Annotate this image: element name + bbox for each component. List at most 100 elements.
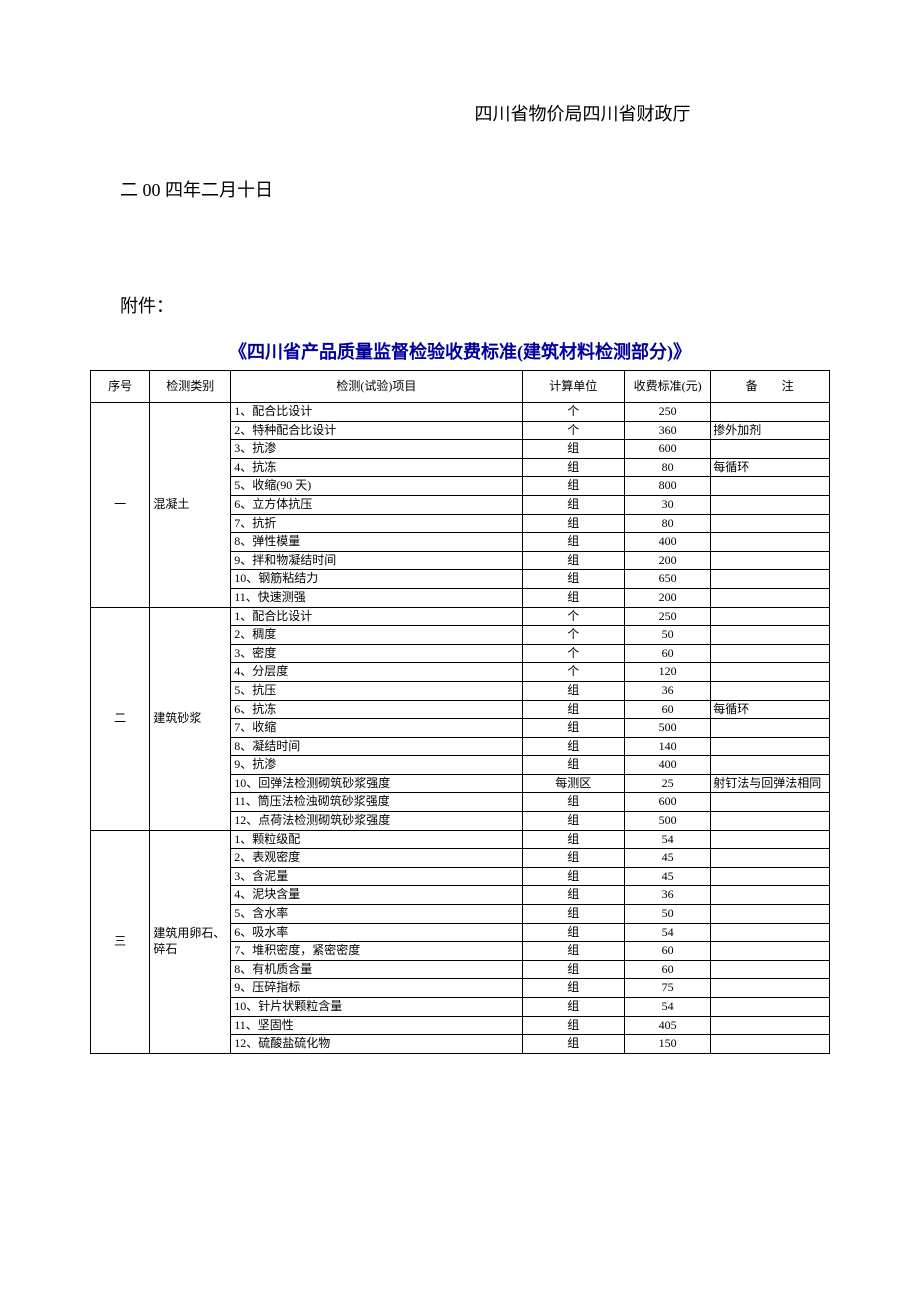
col-header-seq: 序号	[91, 371, 150, 403]
fee-cell: 75	[625, 979, 711, 998]
note-cell	[711, 681, 830, 700]
item-cell: 8、有机质含量	[231, 960, 522, 979]
fee-cell: 50	[625, 626, 711, 645]
note-cell	[711, 737, 830, 756]
fee-cell: 200	[625, 551, 711, 570]
item-cell: 9、抗渗	[231, 756, 522, 775]
fee-cell: 150	[625, 1035, 711, 1054]
note-cell	[711, 607, 830, 626]
note-cell: 射钉法与回弹法相同	[711, 774, 830, 793]
unit-cell: 组	[522, 812, 624, 831]
fee-cell: 30	[625, 495, 711, 514]
note-cell	[711, 626, 830, 645]
col-header-fee: 收费标准(元)	[625, 371, 711, 403]
item-cell: 5、抗压	[231, 681, 522, 700]
unit-cell: 组	[522, 905, 624, 924]
col-header-note: 备 注	[711, 371, 830, 403]
table-title: 《四川省产品质量监督检验收费标准(建筑材料检测部分)》	[90, 338, 830, 364]
fee-cell: 600	[625, 793, 711, 812]
note-cell	[711, 533, 830, 552]
seq-cell: 二	[91, 607, 150, 830]
table-row: 二建筑砂浆1、配合比设计个250	[91, 607, 830, 626]
item-cell: 6、抗冻	[231, 700, 522, 719]
note-cell	[711, 905, 830, 924]
fee-cell: 54	[625, 830, 711, 849]
item-cell: 8、弹性模量	[231, 533, 522, 552]
unit-cell: 组	[522, 681, 624, 700]
unit-cell: 个	[522, 644, 624, 663]
item-cell: 4、分层度	[231, 663, 522, 682]
unit-cell: 组	[522, 533, 624, 552]
fee-cell: 60	[625, 644, 711, 663]
unit-cell: 个	[522, 403, 624, 422]
col-header-item: 检测(试验)项目	[231, 371, 522, 403]
fee-cell: 405	[625, 1016, 711, 1035]
item-cell: 7、收缩	[231, 719, 522, 738]
note-cell	[711, 867, 830, 886]
note-cell: 每循环	[711, 458, 830, 477]
note-cell	[711, 477, 830, 496]
note-cell	[711, 1016, 830, 1035]
note-cell	[711, 849, 830, 868]
note-cell	[711, 830, 830, 849]
fee-cell: 54	[625, 998, 711, 1017]
category-cell: 建筑砂浆	[150, 607, 231, 830]
item-cell: 7、抗折	[231, 514, 522, 533]
note-cell	[711, 495, 830, 514]
unit-cell: 组	[522, 1035, 624, 1054]
fee-cell: 80	[625, 458, 711, 477]
item-cell: 8、凝结时间	[231, 737, 522, 756]
item-cell: 11、筒压法检浊砌筑砂浆强度	[231, 793, 522, 812]
note-cell	[711, 793, 830, 812]
item-cell: 11、快速测强	[231, 588, 522, 607]
unit-cell: 组	[522, 960, 624, 979]
unit-cell: 组	[522, 719, 624, 738]
attachment-label: 附件：	[120, 292, 830, 318]
unit-cell: 组	[522, 570, 624, 589]
unit-cell: 组	[522, 440, 624, 459]
note-cell	[711, 644, 830, 663]
unit-cell: 组	[522, 942, 624, 961]
unit-cell: 个	[522, 607, 624, 626]
fee-cell: 500	[625, 812, 711, 831]
fee-cell: 600	[625, 440, 711, 459]
table-body: 一混凝土1、配合比设计个2502、特种配合比设计个360掺外加剂3、抗渗组600…	[91, 403, 830, 1054]
item-cell: 12、点荷法检测砌筑砂浆强度	[231, 812, 522, 831]
item-cell: 10、钢筋粘结力	[231, 570, 522, 589]
item-cell: 9、压碎指标	[231, 979, 522, 998]
item-cell: 4、泥块含量	[231, 886, 522, 905]
note-cell	[711, 886, 830, 905]
table-row: 一混凝土1、配合比设计个250	[91, 403, 830, 422]
fee-cell: 250	[625, 403, 711, 422]
item-cell: 2、特种配合比设计	[231, 421, 522, 440]
fee-cell: 45	[625, 849, 711, 868]
fee-cell: 50	[625, 905, 711, 924]
unit-cell: 个	[522, 421, 624, 440]
fee-cell: 36	[625, 886, 711, 905]
item-cell: 11、坚固性	[231, 1016, 522, 1035]
fee-cell: 400	[625, 756, 711, 775]
issue-date: 二 00 四年二月十日	[120, 176, 830, 202]
fee-cell: 60	[625, 700, 711, 719]
note-cell	[711, 663, 830, 682]
note-cell	[711, 1035, 830, 1054]
table-row: 三建筑用卵石、碎石1、颗粒级配组54	[91, 830, 830, 849]
item-cell: 6、吸水率	[231, 923, 522, 942]
category-cell: 混凝土	[150, 403, 231, 608]
table-header-row: 序号 检测类别 检测(试验)项目 计算单位 收费标准(元) 备 注	[91, 371, 830, 403]
item-cell: 3、密度	[231, 644, 522, 663]
seq-cell: 一	[91, 403, 150, 608]
unit-cell: 个	[522, 663, 624, 682]
note-cell	[711, 551, 830, 570]
fee-cell: 36	[625, 681, 711, 700]
item-cell: 10、回弹法检测砌筑砂浆强度	[231, 774, 522, 793]
unit-cell: 组	[522, 756, 624, 775]
note-cell	[711, 923, 830, 942]
fee-cell: 200	[625, 588, 711, 607]
unit-cell: 组	[522, 793, 624, 812]
unit-cell: 组	[522, 1016, 624, 1035]
issuing-organization: 四川省物价局四川省财政厅	[335, 100, 830, 126]
fee-cell: 250	[625, 607, 711, 626]
item-cell: 12、硫酸盐硫化物	[231, 1035, 522, 1054]
item-cell: 1、配合比设计	[231, 403, 522, 422]
